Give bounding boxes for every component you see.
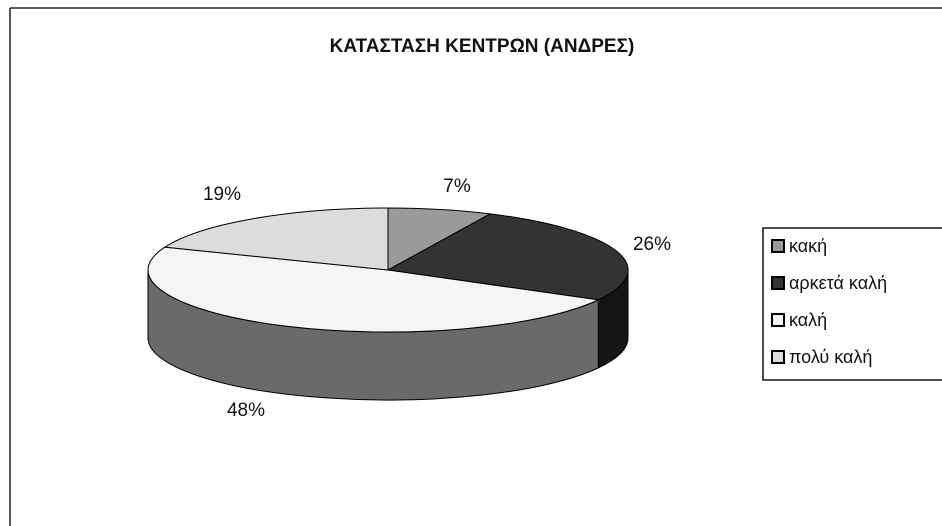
data-label: 26% <box>633 234 671 255</box>
pie-slice <box>387 207 492 271</box>
legend-swatch <box>771 350 785 364</box>
pie-slice <box>163 207 389 271</box>
data-label: 7% <box>443 176 471 197</box>
legend-label: καλή <box>789 310 827 330</box>
data-label: 48% <box>227 400 265 421</box>
legend-box <box>762 227 942 381</box>
pie-slice <box>147 246 601 333</box>
legend-swatch <box>771 313 785 327</box>
legend-swatch <box>771 239 785 253</box>
legend-label: αρκετά καλή <box>789 273 887 293</box>
legend-label: κακή <box>789 236 827 256</box>
legend-swatch <box>771 276 785 290</box>
chart-title: ΚΑΤΑΣΤΑΣΗ ΚΕΝΤΡΩΝ (ΑΝΔΡΕΣ) <box>330 36 635 57</box>
legend-label: πολύ καλή <box>789 347 872 367</box>
data-label: 19% <box>203 184 241 205</box>
